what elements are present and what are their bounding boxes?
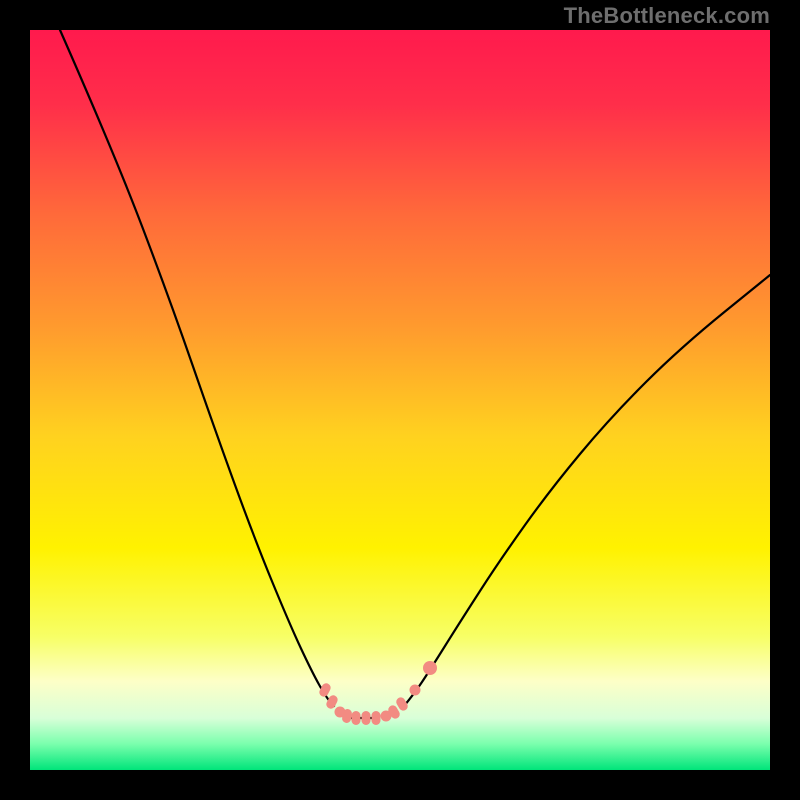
marker-bottom-dash — [352, 711, 361, 725]
marker-bottom-dash — [372, 711, 381, 725]
plot-area — [0, 0, 800, 800]
watermark-text: TheBottleneck.com — [564, 3, 770, 29]
marker-bottom-dash — [362, 711, 371, 725]
gradient-background — [30, 30, 770, 770]
marker-right-dot — [423, 661, 437, 675]
chart-svg — [0, 0, 800, 800]
marker-right-dot — [410, 685, 421, 696]
